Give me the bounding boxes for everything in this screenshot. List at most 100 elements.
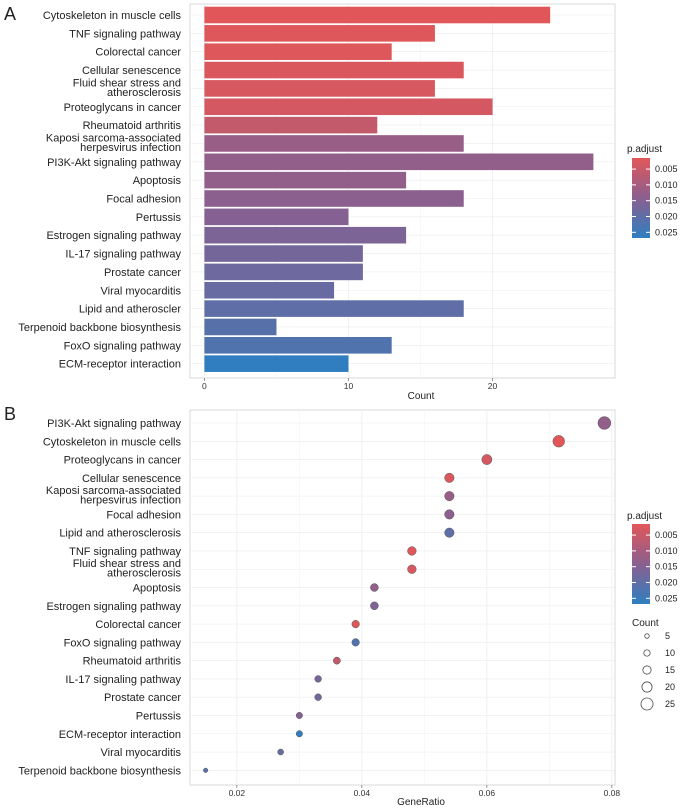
panel-a-category-label: Proteoglycans in cancer [64,102,182,114]
panel-b-category-label: Terpenoid backbone biosynthesis [18,765,181,777]
panel-b-point [351,638,360,647]
panel-a-category-labels: Cytoskeleton in muscle cells TNF signalin… [18,10,181,371]
panel-b-category-label: Apoptosis [133,583,182,595]
panel-b-x-ticks: 0.02 0.04 0.06 0.08 [229,785,620,798]
panel-b-point [370,601,379,611]
panel-a-bar [204,116,378,134]
panel-a-x-tick-label: 10 [344,381,354,391]
panel-a-bar [204,190,464,207]
panel-b-point [444,491,455,502]
panel-b-category-label: ECM-receptor interaction [59,729,181,741]
panel-b-point [295,730,303,738]
panel-b-category-label: Colorectal cancer [95,619,181,631]
panel-a-bar [204,61,464,79]
panel-b-category-label: Prostate cancer [104,692,181,704]
panel-a-bar [204,98,493,116]
panel-b-legend-ticks: 0.005 0.010 0.015 0.020 0.025 [632,530,678,603]
panel-b-size-legend-circle [644,633,650,639]
panel-b-x-tick-label: 0.02 [229,788,246,798]
panel-a-legend-tick-label: 0.010 [655,180,678,190]
panel-b-category-label: Lipid and atherosclerosis [59,528,181,540]
panel-a-bar [204,281,335,299]
panel-a-bar [204,153,594,171]
panel-a-legend-ticks: 0.005 0.010 0.015 0.020 0.025 [632,164,678,237]
panel-b-gridlines [190,410,615,785]
panel-a-category-label: Rheumatoid arthritis [83,120,182,132]
panel-b-point [407,546,417,556]
panel-a-category-label: IL-17 signaling pathway [65,249,181,261]
panel-a-category-label: FoxO signaling pathway [64,340,182,352]
panel-b-category-labels: PI3K-Akt signaling pathway Cytoskeleton i… [18,418,181,777]
panel-b-size-legend-label: 20 [665,682,675,692]
panel-b-category-label: Estrogen signaling pathway [46,601,181,613]
panel-b-point [314,675,322,683]
panel-b-point [370,583,379,592]
panel-b-category-label: TNF signaling pathway [69,546,181,558]
panel-a-category-label: PI3K-Akt signaling pathway [47,157,181,169]
panel-a-category-label: Focal adhesion [106,194,181,206]
panel-b-size-legend-label: 25 [665,699,675,709]
panel-a-legend-tick-label: 0.020 [655,211,678,221]
panel-a-bar [204,245,363,262]
panel-b-size-legend-label: 5 [665,631,670,641]
panel-a-legend-tick-label: 0.025 [655,227,678,237]
panel-a-category-label: Kaposi sarcoma-associated herpesvirus inf… [46,132,181,154]
panel-b-category-label: Proteoglycans in cancer [64,455,182,467]
panel-b-size-legend-circle [641,681,653,693]
panel-a-bar [204,355,349,372]
panel-a-bar [204,6,551,24]
panel-b-point [277,748,284,756]
panel-b-legend-tick-label: 0.025 [655,593,678,603]
panel-a-category-label: ECM-receptor interaction [59,359,181,371]
panel-a-legend-title: p.adjust [627,144,662,155]
panel-b-legend-title: p.adjust [627,511,662,522]
panel-b-legend-tick-label: 0.005 [655,530,678,540]
panel-a-legend-tick-label: 0.015 [655,196,678,206]
panel-b-label: B [4,404,16,424]
panel-a-bar [204,226,407,244]
panel-b-category-label: Rheumatoid arthritis [83,656,182,668]
panel-a-category-label: Prostate cancer [104,267,181,279]
panel-b-x-tick-label: 0.04 [354,788,371,798]
panel-a-bar [204,208,349,226]
panel-b-point [552,435,565,448]
panel-b-size-legend-title: Count [632,618,659,629]
panel-a-bar [204,43,392,60]
panel-b-point [597,416,612,430]
panel-a-bar [204,300,464,317]
panel-b-category-label: FoxO signaling pathway [64,637,182,649]
panel-b-plot-area [189,409,616,786]
panel-a-category-label: Colorectal cancer [95,47,181,59]
panel-b-legend-tick-label: 0.010 [655,546,678,556]
panel-b-size-legend: 5 10 15 20 25 [640,631,675,711]
panel-a-category-label: Terpenoid backbone biosynthesis [18,322,181,334]
panel-a-category-label: Pertussis [136,212,182,224]
panel-a-category-label: Viral myocarditis [101,285,182,297]
panel-b-point [333,656,341,665]
panel-b-point [481,454,493,465]
panel-a-category-label: TNF signaling pathway [69,28,181,40]
panel-b-points [203,416,612,773]
panel-b-category-label: Fluid shear stress and atherosclerosis [73,558,182,580]
panel-a-category-label: Lipid and atheroscler [79,304,181,316]
panel-b-category-label: IL-17 signaling pathway [65,674,181,686]
panel-b-point [444,509,455,520]
panel-a-colorbar [632,158,650,238]
panel-a-bar [204,25,435,42]
panel-b-category-label: Cellular senescence [82,473,181,485]
panel-b-category-label: Kaposi sarcoma-associated herpesvirus inf… [46,485,181,507]
panel-b-category-label: PI3K-Akt signaling pathway [47,418,181,430]
panel-b-size-legend-label: 15 [665,665,675,675]
panel-b-point [314,693,322,701]
panel-a-x-axis-title: Count [408,391,435,402]
panel-a-bar [204,171,407,189]
panel-b-category-label: Pertussis [136,710,182,722]
panel-b-x-axis-title: GeneRatio [397,797,445,808]
panel-b-category-label: Focal adhesion [106,509,181,521]
panel-b-x-tick-label: 0.06 [479,788,496,798]
panel-a-bar [204,263,363,281]
panel-b-category-label: Cytoskeleton in muscle cells [43,436,182,448]
panel-a-x-ticks: 0 10 20 [202,378,498,391]
panel-a-category-label: Estrogen signaling pathway [46,230,181,242]
